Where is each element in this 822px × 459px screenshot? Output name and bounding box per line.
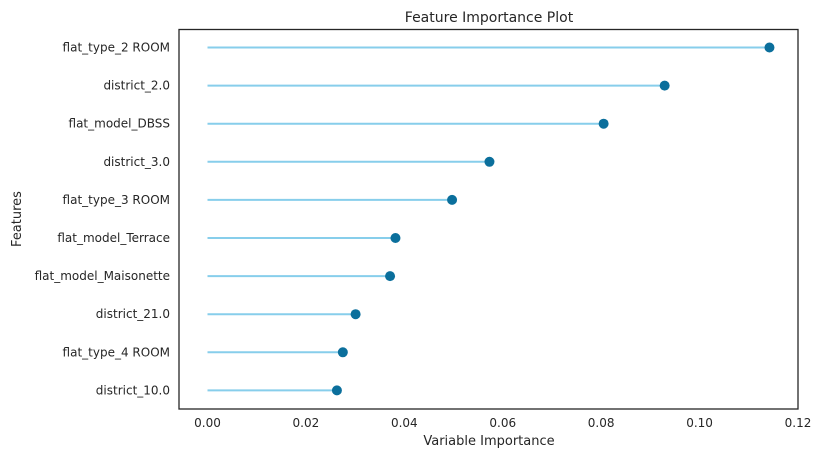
- y-tick-label: flat_model_Terrace: [57, 231, 170, 245]
- y-tick-label: flat_model_DBSS: [69, 117, 170, 131]
- y-tick-label: flat_type_3 ROOM: [63, 193, 170, 207]
- x-tick-label: 0.04: [391, 416, 418, 430]
- data-point: [659, 80, 670, 91]
- y-axis-label: Features: [10, 191, 25, 247]
- data-point: [484, 156, 495, 167]
- x-tick-label: 0.06: [489, 416, 516, 430]
- x-tick-label: 0.02: [293, 416, 320, 430]
- y-tick-label: district_2.0: [103, 79, 170, 93]
- data-point: [337, 347, 348, 358]
- data-point: [598, 118, 609, 129]
- data-point: [764, 42, 775, 53]
- plot-frame: [178, 28, 799, 410]
- x-tick-label: 0.12: [785, 416, 812, 430]
- y-tick-label: flat_type_2 ROOM: [63, 41, 170, 55]
- x-tick-label: 0.10: [686, 416, 713, 430]
- y-axis-ticks: flat_type_2 ROOM district_2.0 flat_model_D…: [35, 41, 170, 398]
- y-tick-label: district_3.0: [103, 155, 170, 169]
- y-tick-label: district_10.0: [96, 383, 170, 397]
- x-tick-label: 0.08: [588, 416, 615, 430]
- stems-layer: [207, 46, 770, 392]
- data-point: [385, 271, 396, 282]
- data-point: [331, 385, 342, 396]
- data-point: [447, 194, 458, 205]
- x-axis-label: Variable Importance: [423, 434, 554, 449]
- markers-layer: [331, 42, 775, 396]
- data-point: [390, 233, 401, 243]
- x-axis-ticks: 0.00 0.02 0.04 0.06 0.08 0.10 0.12: [194, 416, 811, 430]
- chart-title: Feature Importance Plot: [405, 10, 574, 26]
- y-tick-label: flat_type_4 ROOM: [63, 345, 170, 359]
- data-point: [350, 309, 361, 320]
- y-tick-label: district_21.0: [96, 307, 170, 321]
- x-tick-label: 0.00: [194, 416, 221, 430]
- y-tick-label: flat_model_Maisonette: [35, 269, 170, 283]
